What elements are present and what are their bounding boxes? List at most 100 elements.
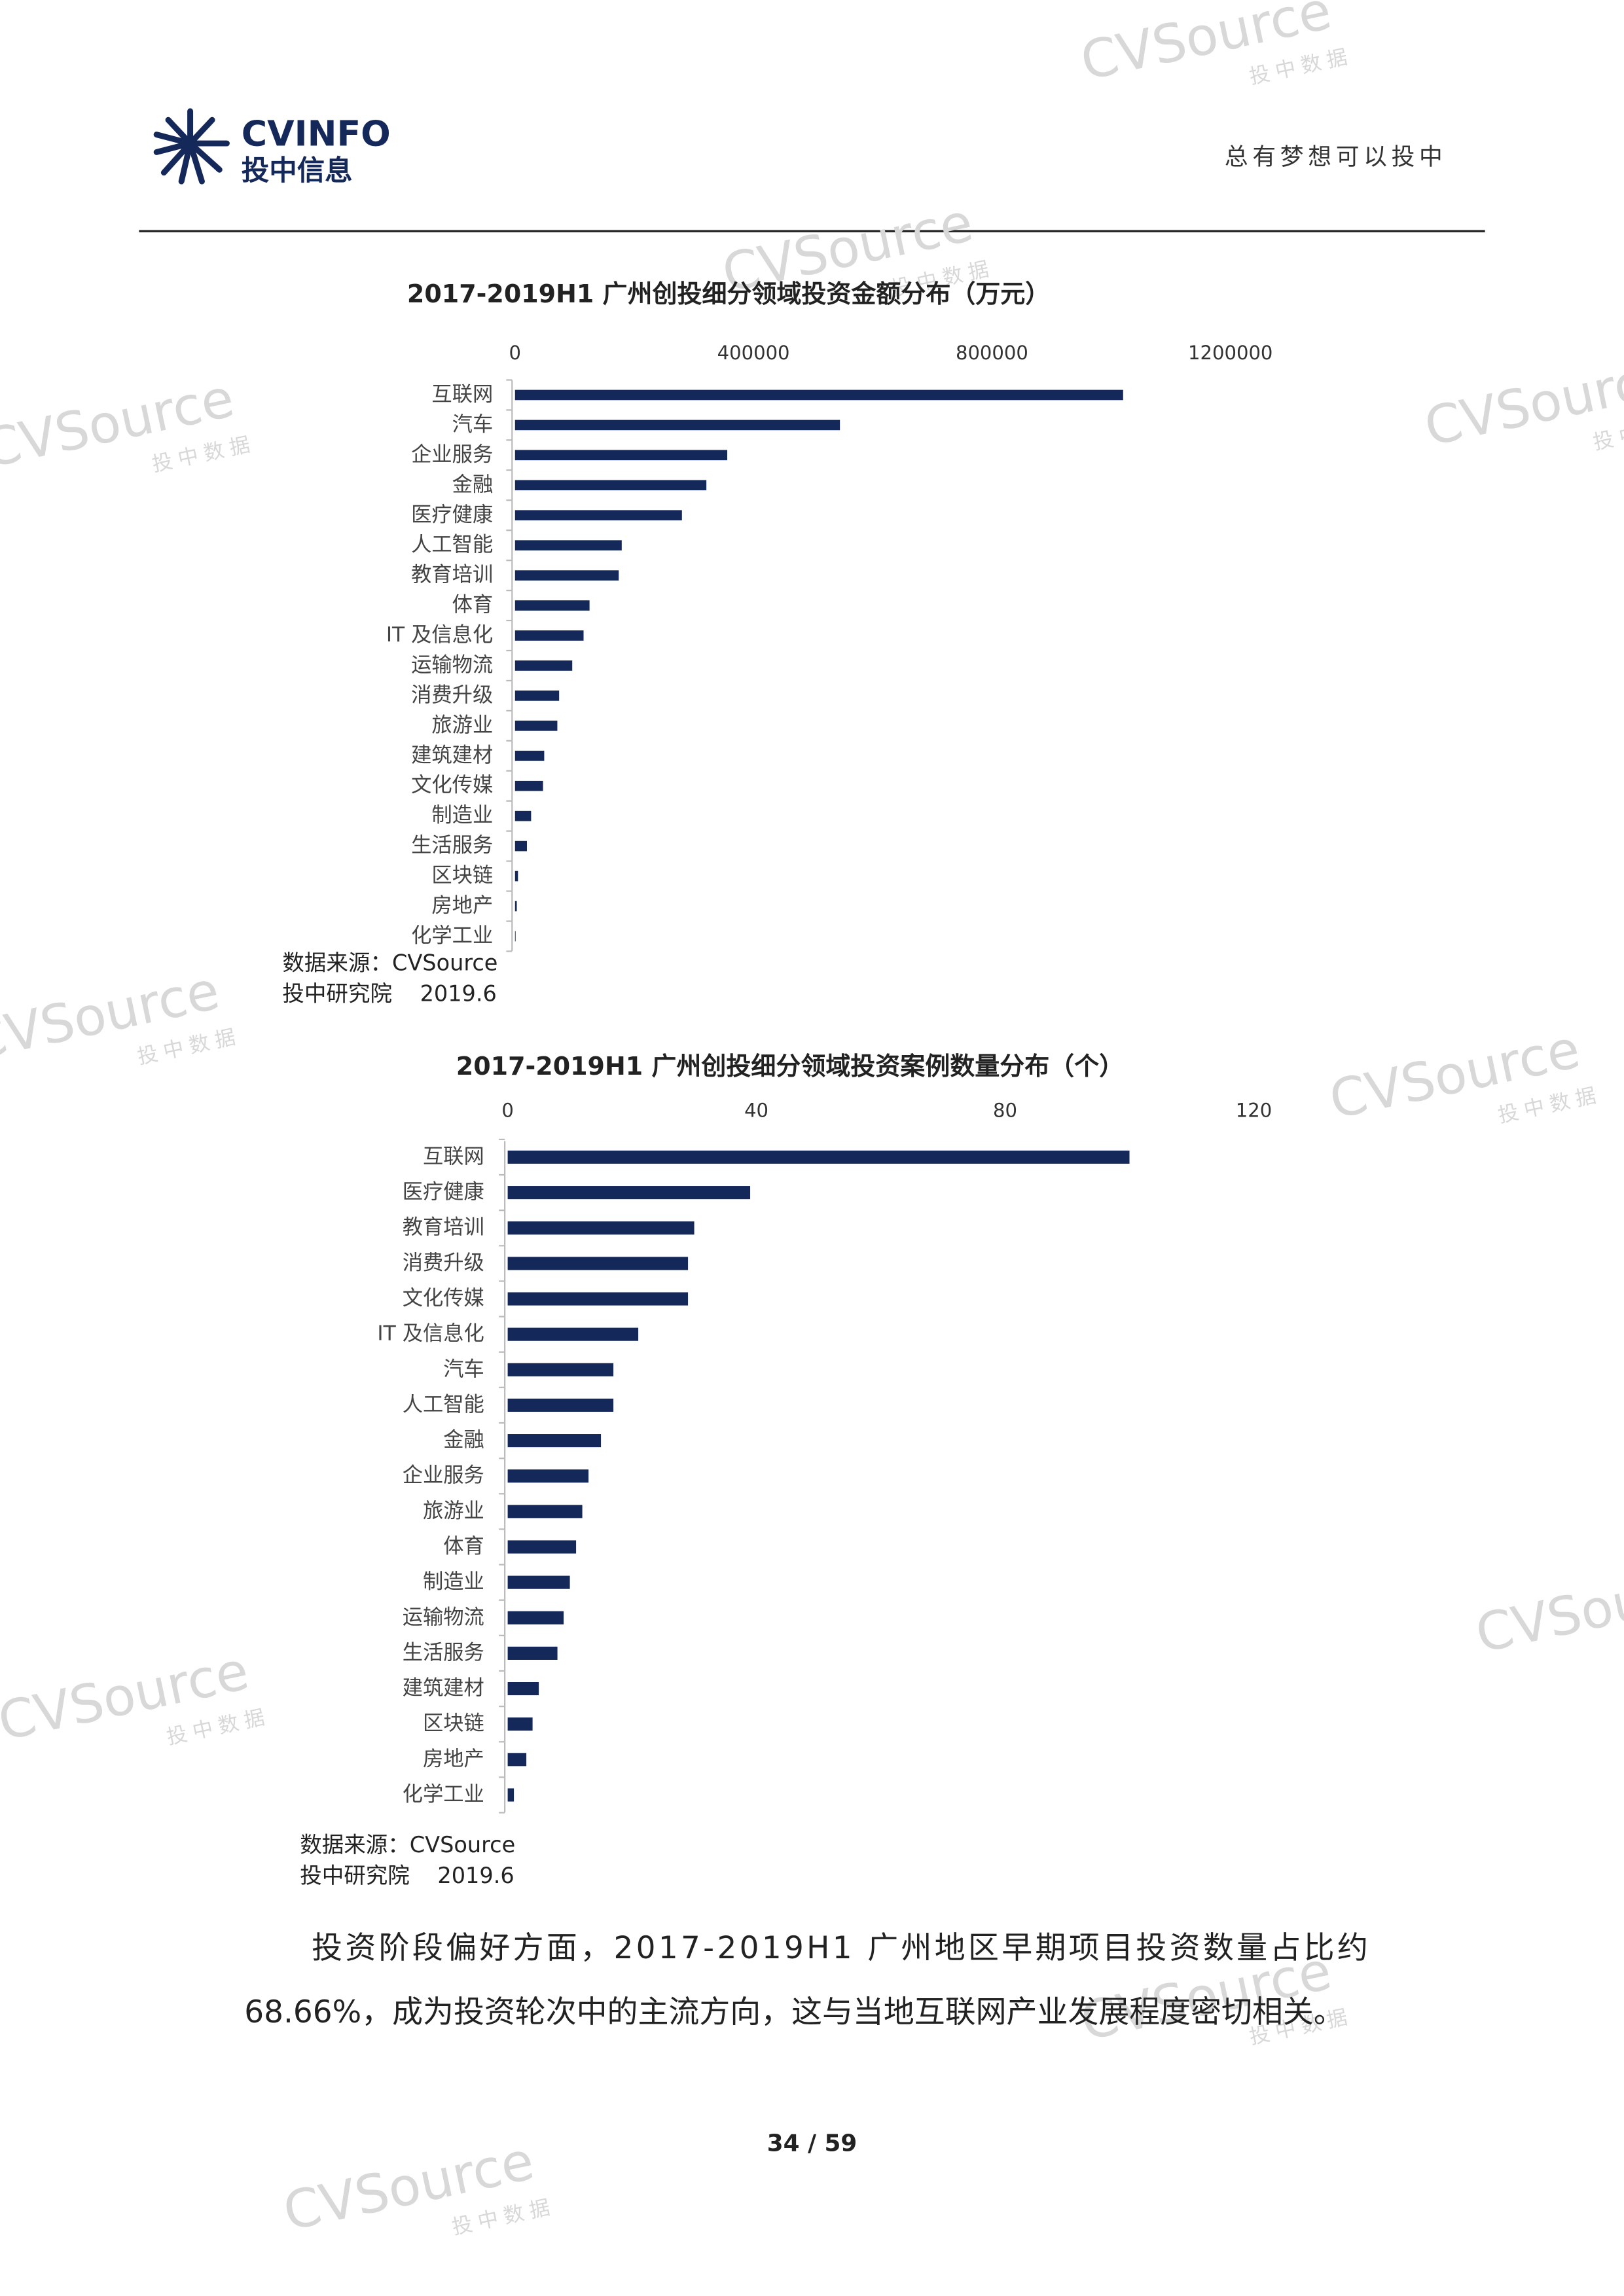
x-tick-label: 120 [1236,1100,1272,1122]
category-label: 消费升级 [411,683,493,707]
bar [514,420,840,431]
category-label: IT 及信息化 [377,1322,484,1346]
bar [507,1221,695,1235]
category-label: 互联网 [431,382,493,406]
bar [514,931,516,942]
bar [507,1717,533,1731]
category-label: 生活服务 [411,834,493,857]
x-tick-label: 1200000 [1188,342,1272,364]
category-label: 汽车 [443,1357,484,1381]
category-label: 制造业 [423,1570,484,1594]
category-label: 生活服务 [403,1641,484,1664]
bar [514,450,728,461]
bar [507,1611,564,1624]
bar [514,901,517,912]
category-label: 区块链 [423,1712,484,1735]
category-label: 文化传媒 [411,774,493,797]
source-note: 投中研究院 2019.6 [300,1863,514,1888]
source-note: 数据来源：CVSource [300,1832,515,1857]
bar [514,691,560,701]
watermark-text: CVSource [1470,1552,1624,1665]
bar [507,1150,1130,1164]
bar [514,870,518,882]
x-tick-label: 800000 [956,342,1028,364]
category-label: 房地产 [431,894,493,918]
category-label: 金融 [443,1428,484,1452]
chart: 2017-2019H1 广州创投细分领域投资案例数量分布（个） 0 40 80 120 互… [300,1052,1272,1888]
chart-title: 2017-2019H1 广州创投细分领域投资金额分布（万元） [407,279,1050,308]
category-label: 汽车 [452,412,494,436]
category-label: 房地产 [423,1747,484,1770]
category-label: 建筑建材 [403,1676,484,1700]
bar [514,510,682,521]
bar [507,1469,589,1483]
category-label: 体育 [443,1535,484,1558]
category-label: 企业服务 [411,442,493,466]
bar [514,570,619,581]
bar [514,660,573,671]
bar [514,630,584,641]
category-label: 人工智能 [411,533,493,556]
category-label: 企业服务 [403,1463,484,1487]
category-label: 教育培训 [403,1215,484,1239]
category-label: IT 及信息化 [386,623,493,647]
category-label: 人工智能 [403,1393,484,1416]
chart: 2017-2019H1 广州创投细分领域投资金额分布（万元） 0 400000 800… [282,279,1272,1006]
page-number: 34 / 59 [767,2130,857,2157]
x-tick-label: 0 [501,1100,513,1122]
bar [507,1186,751,1200]
category-label: 互联网 [423,1145,484,1168]
bar [514,480,707,491]
bar [507,1292,689,1306]
bar [514,810,532,821]
bar [507,1682,539,1696]
x-tick-label: 0 [509,342,521,364]
bar [507,1398,614,1412]
charts: 2017-2019H1 广州创投细分领域投资金额分布（万元）0 400000 800… [282,279,1272,1888]
bar [507,1327,639,1341]
bar [514,840,527,852]
category-label: 教育培训 [411,563,493,586]
x-tick-label: 400000 [717,342,790,364]
bar [507,1753,527,1767]
bar [507,1540,577,1554]
bar [514,389,1123,401]
x-tick-label: 40 [744,1100,768,1122]
slogan: 总有梦想可以投中 [1225,143,1447,170]
bar [507,1505,583,1518]
category-label: 制造业 [431,804,493,827]
bar [507,1788,514,1802]
category-label: 消费升级 [403,1251,484,1274]
category-label: 医疗健康 [411,503,493,526]
bar [514,721,558,731]
bar [507,1646,558,1660]
bar [514,750,545,761]
source-note: 投中研究院 2019.6 [282,980,496,1006]
bar [507,1257,689,1270]
category-label: 旅游业 [423,1499,484,1522]
category-label: 医疗健康 [403,1180,484,1204]
category-label: 化学工业 [403,1782,484,1806]
source-note: 数据来源：CVSource [282,950,497,975]
category-label: 金融 [452,473,494,496]
category-label: 运输物流 [403,1605,484,1629]
category-label: 建筑建材 [411,744,493,767]
x-tick-label: 80 [993,1100,1017,1122]
chart-title: 2017-2019H1 广州创投细分领域投资案例数量分布（个） [456,1052,1124,1081]
category-label: 运输物流 [411,653,493,677]
logo-icon [153,108,230,185]
brand-cn: 投中信息 [242,155,353,187]
bar [514,540,622,551]
brand: CVINFO [242,113,391,154]
category-label: 体育 [452,593,494,617]
